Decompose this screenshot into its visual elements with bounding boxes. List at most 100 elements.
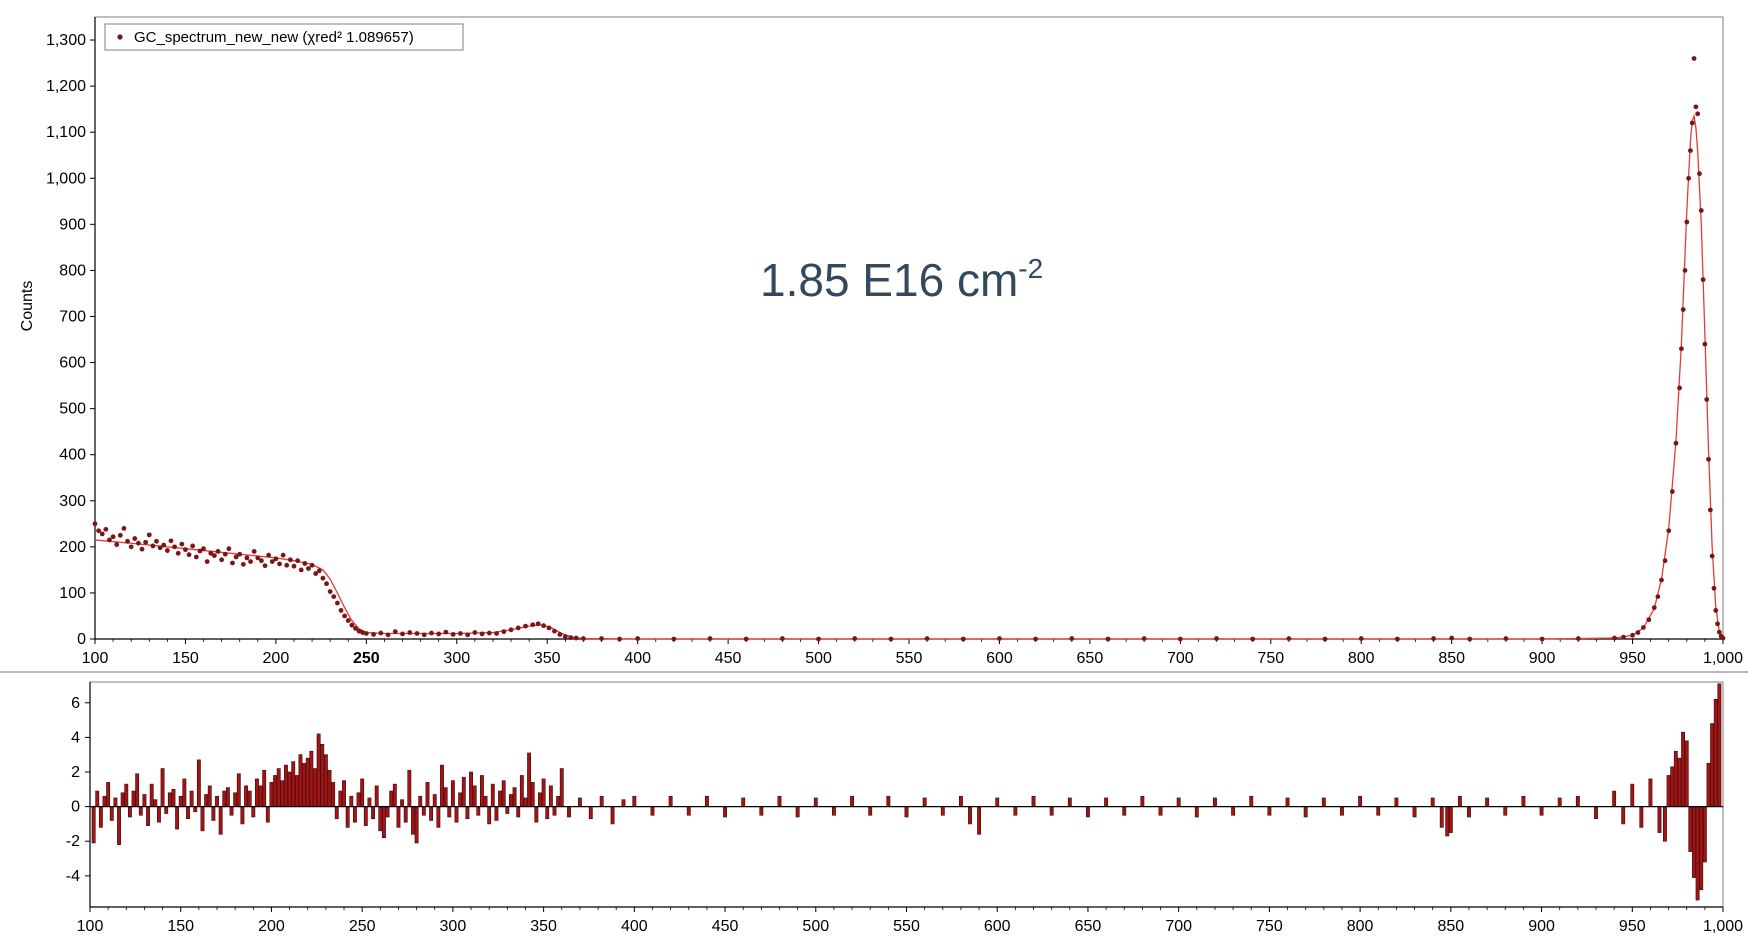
- data-point: [1679, 346, 1684, 352]
- residual-x-tick-label: 150: [167, 918, 194, 935]
- data-point: [1395, 636, 1400, 642]
- residual-bar: [389, 790, 394, 807]
- y-tick-label: 1,300: [46, 32, 86, 49]
- data-point: [190, 543, 196, 549]
- residual-bar: [1594, 806, 1598, 820]
- data-point: [1700, 277, 1706, 283]
- residual-bar: [1231, 806, 1236, 816]
- residual-bar: [577, 797, 582, 807]
- data-point: [208, 550, 214, 556]
- data-point: [309, 562, 315, 568]
- data-point: [1715, 621, 1720, 627]
- data-point: [515, 625, 521, 631]
- data-point: [599, 636, 604, 641]
- residual-bar: [1013, 806, 1018, 816]
- x-tick-label: 1,000: [1703, 650, 1743, 667]
- data-point: [465, 632, 471, 638]
- residual-bar: [225, 787, 230, 807]
- residual-bar: [1663, 806, 1667, 842]
- residual-bar: [160, 768, 165, 807]
- data-point: [157, 545, 163, 551]
- residual-bar: [382, 806, 386, 839]
- fit-curve-line: [94, 113, 1724, 640]
- residual-bar: [650, 806, 655, 816]
- residual-x-tick-label: 900: [1528, 918, 1555, 935]
- residual-bar: [363, 806, 368, 826]
- x-tick-label: 650: [1077, 650, 1104, 667]
- x-tick-label: 850: [1438, 650, 1465, 667]
- residual-bar: [958, 795, 963, 807]
- data-point: [197, 548, 203, 554]
- residual-bar: [414, 806, 419, 844]
- data-point: [1322, 636, 1328, 642]
- data-point: [324, 581, 329, 587]
- residual-bar: [621, 799, 626, 807]
- data-point: [1250, 636, 1256, 642]
- spectrum-plot-frame: [94, 16, 1724, 640]
- residual-bar: [1706, 763, 1711, 807]
- annotation-main-text: 1.85 E16 cm: [760, 254, 1018, 306]
- residual-bar: [204, 794, 209, 807]
- data-point: [635, 636, 641, 641]
- residual-x-tick-label: 800: [1347, 918, 1374, 935]
- residual-bar: [904, 806, 909, 818]
- residual-bar: [686, 806, 691, 816]
- y-tick-label: 1,200: [46, 78, 86, 95]
- residual-x-tick-label: 1,000: [1703, 918, 1743, 935]
- data-point: [1431, 636, 1436, 641]
- residual-bar: [127, 806, 132, 818]
- data-point: [1691, 56, 1697, 61]
- residual-y-tick-label: -2: [66, 833, 80, 850]
- residual-bar: [392, 783, 397, 807]
- x-tick-labels: 100 150 200 250 300 350 400 450 500 550 600 650 700 7…: [82, 650, 1743, 667]
- residual-bar: [1702, 806, 1707, 863]
- residual-bar: [411, 806, 415, 835]
- residual-bar: [1194, 806, 1199, 818]
- residual-bar: [171, 789, 176, 807]
- residual-bar: [135, 773, 140, 807]
- residual-bar: [1439, 806, 1444, 828]
- residual-bar: [968, 806, 972, 825]
- data-point: [1702, 341, 1708, 347]
- data-point: [1698, 208, 1704, 213]
- x-tick-label: 100: [82, 650, 109, 667]
- data-point: [1141, 636, 1147, 641]
- data-point: [193, 554, 199, 560]
- residual-bar: [795, 806, 800, 818]
- residual-bar: [120, 792, 125, 807]
- residual-bar: [291, 761, 296, 807]
- residual-bar: [1648, 778, 1653, 807]
- residual-bar: [1699, 806, 1704, 890]
- residual-bar: [1376, 806, 1381, 816]
- data-point: [852, 636, 858, 641]
- residual-bar: [1249, 795, 1254, 807]
- residual-bar: [1612, 790, 1617, 807]
- residual-bar: [298, 754, 303, 807]
- data-point: [92, 521, 98, 527]
- x-tick-label: 250: [353, 650, 380, 667]
- data-point: [121, 526, 127, 531]
- data-point: [486, 630, 492, 636]
- data-point: [269, 559, 275, 564]
- x-tick-label: 300: [443, 650, 470, 667]
- residual-bar: [1677, 757, 1682, 807]
- residual-bar: [465, 806, 470, 820]
- residual-axis-ticks: [85, 682, 1724, 912]
- data-point: [1539, 636, 1545, 642]
- residual-bar: [98, 806, 103, 828]
- residual-bar: [831, 806, 836, 816]
- residual-bar: [316, 733, 321, 807]
- data-point: [1716, 629, 1722, 635]
- data-point: [136, 540, 141, 546]
- data-point: [1669, 489, 1675, 494]
- residual-bar: [280, 780, 285, 807]
- data-point: [219, 557, 225, 563]
- data-point: [353, 626, 358, 631]
- residual-bar: [222, 790, 227, 807]
- spectrum-panel: 0 100 200 300 400 500 600 700 800 900 1,000 1,100 1,…: [19, 16, 1743, 667]
- residual-bar: [302, 763, 307, 807]
- data-point: [356, 628, 362, 634]
- data-point: [371, 631, 376, 637]
- data-point: [443, 629, 449, 635]
